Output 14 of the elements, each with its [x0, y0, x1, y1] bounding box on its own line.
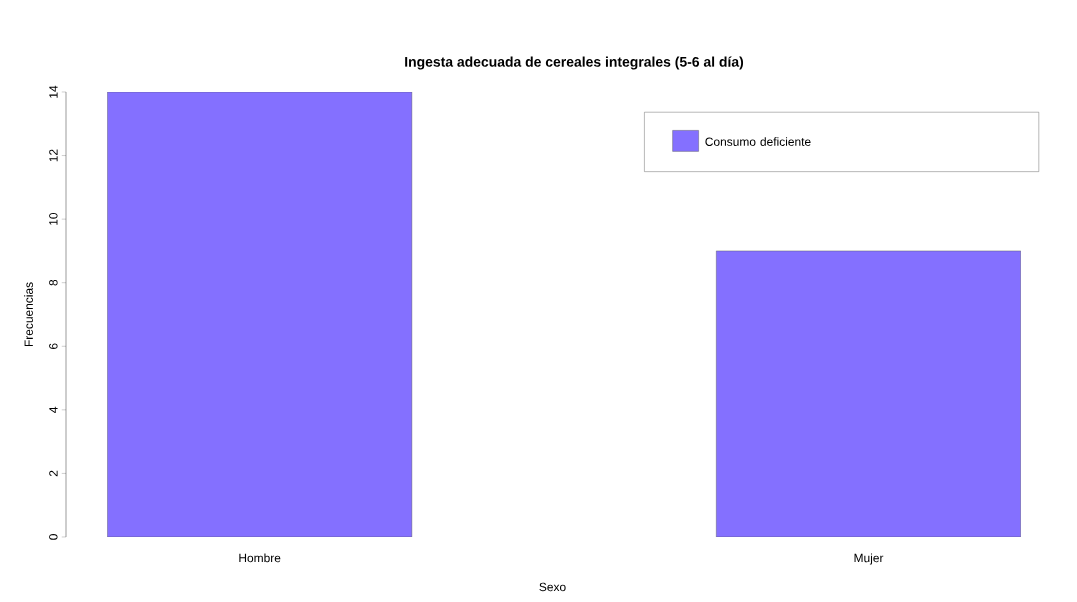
y-tick-label: 10 [49, 212, 58, 225]
x-tick-label: Hombre [239, 553, 281, 563]
x-tick-label: Mujer [854, 553, 884, 565]
y-axis-title: Frecuencias [24, 282, 33, 347]
y-tick-label: 6 [49, 343, 58, 349]
y-tick-label: 4 [49, 406, 58, 413]
x-axis-title: Sexo [539, 582, 566, 592]
y-tick-label: 12 [49, 149, 58, 162]
y-tick-label: 8 [49, 279, 58, 286]
y-tick-label: 2 [49, 470, 58, 477]
legend-label: Consumo deficiente [705, 137, 811, 146]
y-tick-label: 14 [49, 85, 58, 98]
y-tick-label: 0 [49, 534, 58, 540]
chart-title: Ingesta adecuada de cereales integrales (5-6 al día) [405, 56, 744, 70]
